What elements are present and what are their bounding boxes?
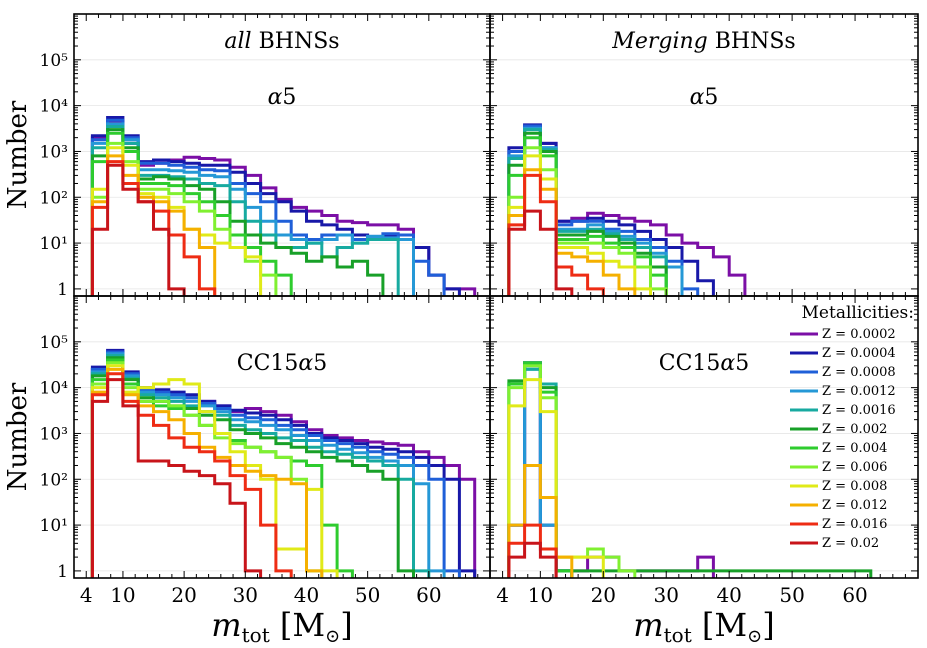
series-0.012 (507, 464, 574, 578)
x-tick-label: 30 (654, 583, 679, 607)
legend-entry: Z = 0.0012 (822, 384, 896, 399)
x-tick-label: 10 (528, 583, 553, 607)
series-0.02 (90, 163, 186, 296)
y-tick-label: 10⁴ (40, 379, 69, 399)
legend-entry: Z = 0.012 (822, 498, 887, 513)
y-tick-label: 10² (40, 188, 68, 208)
y-axis-label: Number (3, 100, 33, 209)
y-tick-label: 10⁴ (40, 97, 69, 117)
model-label: CC15α5 (659, 351, 750, 376)
y-tick-label: 1 (57, 280, 68, 300)
series-0.0008 (90, 350, 461, 578)
y-tick-label: 10⁵ (40, 51, 69, 71)
legend-title: Metallicities: (802, 303, 914, 323)
series-0.0008 (90, 118, 446, 296)
x-tick-label: 60 (842, 583, 867, 607)
panel-title: all BHNSs (224, 29, 339, 54)
series-0.0016 (90, 354, 431, 578)
panel-top-right: Merging BHNSs α5 (489, 13, 919, 297)
series-0.02 (90, 378, 263, 578)
x-tick-label: 50 (779, 583, 804, 607)
series-0.006 (507, 364, 637, 578)
x-tick-label: 60 (416, 583, 441, 607)
series-0.0002 (90, 120, 477, 296)
y-tick-label: 10¹ (40, 234, 68, 254)
series-0.0012 (90, 122, 415, 296)
x-tick-label: 4 (496, 583, 509, 607)
x-axis-label: mtot [M⊙] (633, 606, 774, 647)
y-tick-label: 10³ (40, 142, 68, 162)
legend-entry: Z = 0.006 (822, 460, 887, 475)
x-tick-label: 30 (233, 583, 258, 607)
model-label: α5 (690, 85, 719, 110)
y-axis-label: Number (3, 382, 33, 491)
series-0.016 (507, 523, 558, 578)
legend-entry: Z = 0.008 (822, 479, 887, 494)
panel-bottom-left: 1 10¹ 10² 10³ 10⁴ 10⁵ 4 10 20 30 40 50 60 CC15α5 (40, 295, 491, 607)
series-0.006 (90, 141, 278, 296)
x-tick-label: 4 (80, 583, 93, 607)
series-0.004 (507, 136, 668, 296)
model-label: α5 (268, 85, 297, 110)
legend-entry: Z = 0.016 (822, 517, 887, 532)
series-0.002 (90, 356, 415, 578)
legend-entry: Z = 0.004 (822, 441, 887, 456)
series-0.002 (507, 131, 668, 296)
y-tick-label: 10¹ (40, 516, 68, 536)
panel-title: Merging BHNSs (611, 29, 795, 54)
legend-entry: Z = 0.002 (822, 422, 887, 437)
x-tick-label: 10 (110, 583, 135, 607)
x-tick-label: 20 (171, 583, 196, 607)
series-0.002 (507, 364, 873, 578)
series-0.012 (90, 367, 324, 578)
x-tick-label: 20 (591, 583, 616, 607)
series-0.0012 (90, 352, 446, 578)
series-0.02 (507, 541, 558, 578)
series-0.006 (507, 146, 668, 296)
series-0.008 (90, 146, 263, 296)
legend: Metallicities: Z = 0.0002 Z = 0.0004 Z = 0.… (790, 303, 914, 551)
series-0.008 (90, 364, 339, 578)
y-tick-label: 10³ (40, 424, 68, 444)
legend-entry: Z = 0.0008 (822, 365, 896, 380)
series-0.0016 (507, 128, 668, 296)
y-tick-label: 1 (57, 562, 68, 582)
x-tick-label: 50 (355, 583, 380, 607)
legend-entry: Z = 0.0002 (822, 327, 896, 342)
series-0.002 (90, 128, 385, 296)
legend-entry: Z = 0.0016 (822, 403, 896, 418)
x-tick-label: 40 (716, 583, 741, 607)
panel-top-left: 1 10¹ 10² 10³ 10⁴ 10⁵ all BHNSs α5 (40, 13, 491, 300)
panel-bottom-right: 4 10 20 30 40 50 60 CC15α5 (489, 295, 919, 607)
model-label: CC15α5 (237, 351, 328, 376)
legend-entry: Z = 0.0004 (822, 346, 896, 361)
y-tick-label: 10² (40, 470, 68, 490)
y-tick-label: 10⁵ (40, 333, 69, 353)
legend-entry: Z = 0.02 (822, 536, 879, 551)
series-0.02 (507, 209, 574, 296)
x-axis-label: mtot [M⊙] (211, 606, 352, 647)
x-tick-label: 40 (294, 583, 319, 607)
series-0.008 (507, 378, 605, 578)
series-0.008 (507, 154, 652, 296)
